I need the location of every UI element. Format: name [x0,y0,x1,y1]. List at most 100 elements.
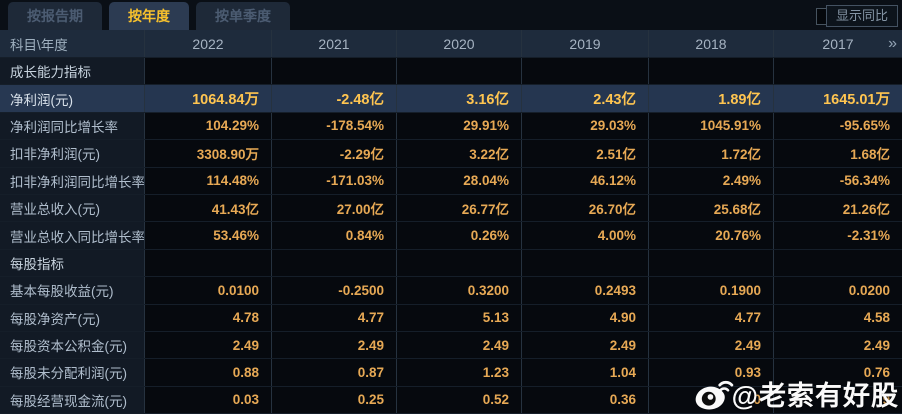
cell-value: -171.03% [272,167,397,194]
cell-value: -95.65% [839,118,890,134]
year-label: 2021 [318,35,350,52]
row-label: 扣非净利润(元) [0,140,145,167]
cell-value: 46.12% [522,167,649,194]
tab-bar: 按报告期 按年度 按单季度 显示同比 [0,0,902,30]
row-label: 每股未分配利润(元) [0,359,145,386]
cell-value: 4.77 [272,304,397,331]
cell-value: -178.54% [272,112,397,140]
row-label: 基本每股收益(元) [0,277,145,304]
table-body: 成长能力指标 净利润(元) 1064.84万 -2.48亿 3.16亿 2.43亿 1.89… [0,58,902,414]
table-row: 每股资本公积金(元) 2.49 2.49 2.49 2.49 2.49 2.49 [0,331,902,360]
row-label: 每股资本公积金(元) [0,331,145,359]
cell-value: 0.0200 [848,282,890,298]
row-label: 营业总收入同比增长率 [0,222,145,249]
cell-value: 28.04% [397,167,522,194]
row-label: 每股经营现金流(元) [0,386,145,414]
year-label: 2020 [443,35,475,52]
table-row: 扣非净利润(元) 3308.90万 -2.29亿 3.22亿 2.51亿 1.72亿 1.6… [0,140,902,168]
cell-value: 104.29% [145,112,272,140]
tab-by-year[interactable]: 按年度 [109,2,189,30]
cell-value: 1.89亿 [649,85,774,112]
more-years-icon[interactable]: » [888,34,897,52]
year-column-header: 2021 [272,30,397,57]
year-label: 2017 [822,35,854,52]
year-label: 2018 [695,35,727,52]
cell-value: 2.49 [649,331,774,359]
table-row: 基本每股收益(元) 0.0100 -0.2500 0.3200 0.2493 0.1900… [0,277,902,305]
cell-value: 0.76 [863,364,890,380]
cell-value [522,249,649,277]
cell-value: -2.29亿 [272,140,397,167]
cell-value: 0.25 [272,386,397,414]
cell-value: 0.93 [649,359,774,386]
tab-by-report-period[interactable]: 按报告期 [8,2,102,30]
year-column-header: 2019 [522,30,649,57]
cell-value: 4.58 [863,310,890,326]
cell-value: 0.87 [272,359,397,386]
cell-value: 2.49% [649,167,774,194]
cell-value: 0.2493 [522,277,649,304]
tab-by-quarter[interactable]: 按单季度 [196,2,290,30]
cell-value: 2.49 [397,331,522,359]
cell-value: 0.3200 [397,277,522,304]
cell-value [649,249,774,277]
table-row: 每股净资产(元) 4.78 4.77 5.13 4.90 4.77 4.58 [0,304,902,332]
show-yoy-label[interactable]: 显示同比 [825,5,898,27]
table-row: 净利润(元) 1064.84万 -2.48亿 3.16亿 2.43亿 1.89亿 1645.… [0,85,902,113]
cell-value: -2.31% [847,228,890,244]
table-row: 每股未分配利润(元) 0.88 0.87 1.23 1.04 0.93 0.76 [0,359,902,387]
cell-value: 3308.90万 [145,140,272,167]
cell-value: 0.36 [522,386,649,414]
cell-value [145,249,272,277]
cell-value: 20.76% [649,222,774,249]
cell-value [774,58,902,84]
cell-value: 21.26亿 [842,202,890,218]
cell-value: 4.90 [522,304,649,331]
cell-value: -0.2500 [272,277,397,304]
cell-value: 26.77亿 [397,194,522,222]
cell-value: 29.03% [522,112,649,140]
cell-value: 0.1900 [649,277,774,304]
section-header-row: 每股指标 [0,249,902,278]
cell-value [397,58,522,85]
cell-value: 27.00亿 [272,194,397,222]
cell-value [145,58,272,85]
row-label: 扣非净利润同比增长率 [0,167,145,194]
cell-value: 1064.84万 [145,85,272,112]
watermark-handle: @老索有好股 [731,381,899,411]
cell-value: 41.43亿 [145,194,272,222]
year-column-header: 2022 [145,30,272,57]
financial-table: 科目\年度 2022 2021 2020 2019 2018 2017 » 成长能力指标 净利… [0,30,902,414]
cell-value [774,250,902,276]
cell-value: 1.68亿 [850,147,890,163]
cell-value: 1.72亿 [649,140,774,167]
cell-value: 114.48% [145,167,272,194]
cell-value [272,249,397,277]
cell-value [522,58,649,85]
year-label: 2019 [569,35,601,52]
cell-value: 0.03 [145,386,272,414]
row-label: 每股指标 [0,249,145,277]
cell-value: 1.04 [522,359,649,386]
cell-value: 2.49 [145,331,272,359]
cell-value: 3.22亿 [397,140,522,167]
cell-value: 0.88 [145,359,272,386]
table-row: 扣非净利润同比增长率 114.48% -171.03% 28.04% 46.12% 2.4… [0,167,902,195]
cell-value: 3.16亿 [397,85,522,112]
cell-value: 4.00% [522,222,649,249]
cell-value: 0 [649,386,774,414]
cell-value: 1045.91% [649,112,774,140]
row-label: 净利润(元) [0,85,145,112]
cell-value: -2.48亿 [272,85,397,112]
cell-value: 4.77 [649,304,774,331]
table-row: 营业总收入(元) 41.43亿 27.00亿 26.77亿 26.70亿 25.68亿 21… [0,194,902,223]
cell-value: 2.51亿 [522,140,649,167]
year-column-header: 2017 » [774,30,902,57]
row-label: 成长能力指标 [0,58,145,85]
year-label: 2022 [192,35,224,52]
cell-value: 0.84% [272,222,397,249]
cell-value: 53.46% [145,222,272,249]
table-row: 营业总收入同比增长率 53.46% 0.84% 0.26% 4.00% 20.76% -2.… [0,222,902,250]
cell-value: 26.70亿 [522,194,649,222]
